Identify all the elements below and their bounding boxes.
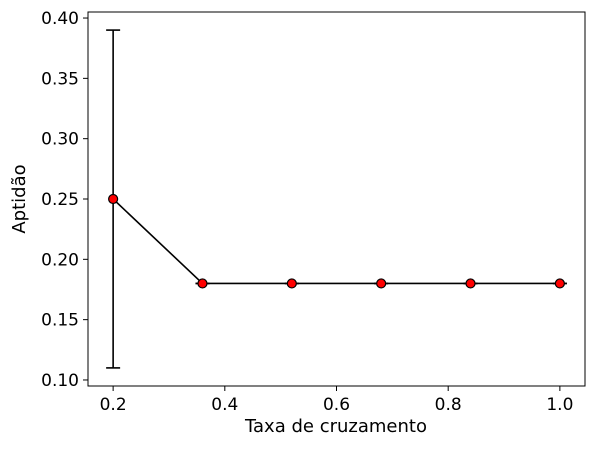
data-point [555,279,564,288]
data-point [198,279,207,288]
plot-area [88,12,585,386]
x-axis-label: Taxa de cruzamento [244,416,427,437]
data-point [466,279,475,288]
x-axis-ticks: 0.2 0.4 0.6 0.8 1.0 [100,386,574,415]
y-tick-label: 0.20 [41,250,79,270]
y-axis-ticks: 0.10 0.15 0.20 0.25 0.30 0.35 0.40 [41,9,88,391]
y-tick-label: 0.30 [41,130,79,150]
data-point [109,195,118,204]
data-point [377,279,386,288]
x-tick-label: 0.8 [435,395,462,415]
data-point [287,279,296,288]
y-tick-label: 0.15 [41,311,79,331]
x-tick-label: 0.2 [100,395,127,415]
x-tick-label: 0.4 [211,395,238,415]
y-tick-label: 0.10 [41,371,79,391]
y-axis-label: Aptidão [9,164,30,233]
y-tick-label: 0.25 [41,190,79,210]
y-tick-label: 0.35 [41,69,79,89]
x-tick-label: 0.6 [323,395,350,415]
y-tick-label: 0.40 [41,9,79,29]
x-tick-label: 1.0 [546,395,573,415]
